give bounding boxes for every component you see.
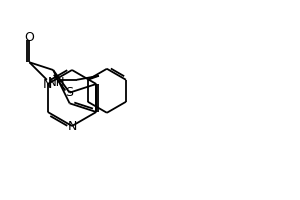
- Text: N: N: [67, 119, 77, 132]
- Text: S: S: [66, 86, 74, 99]
- Text: O: O: [24, 31, 34, 44]
- Text: N: N: [43, 77, 52, 90]
- Text: NH: NH: [48, 76, 65, 89]
